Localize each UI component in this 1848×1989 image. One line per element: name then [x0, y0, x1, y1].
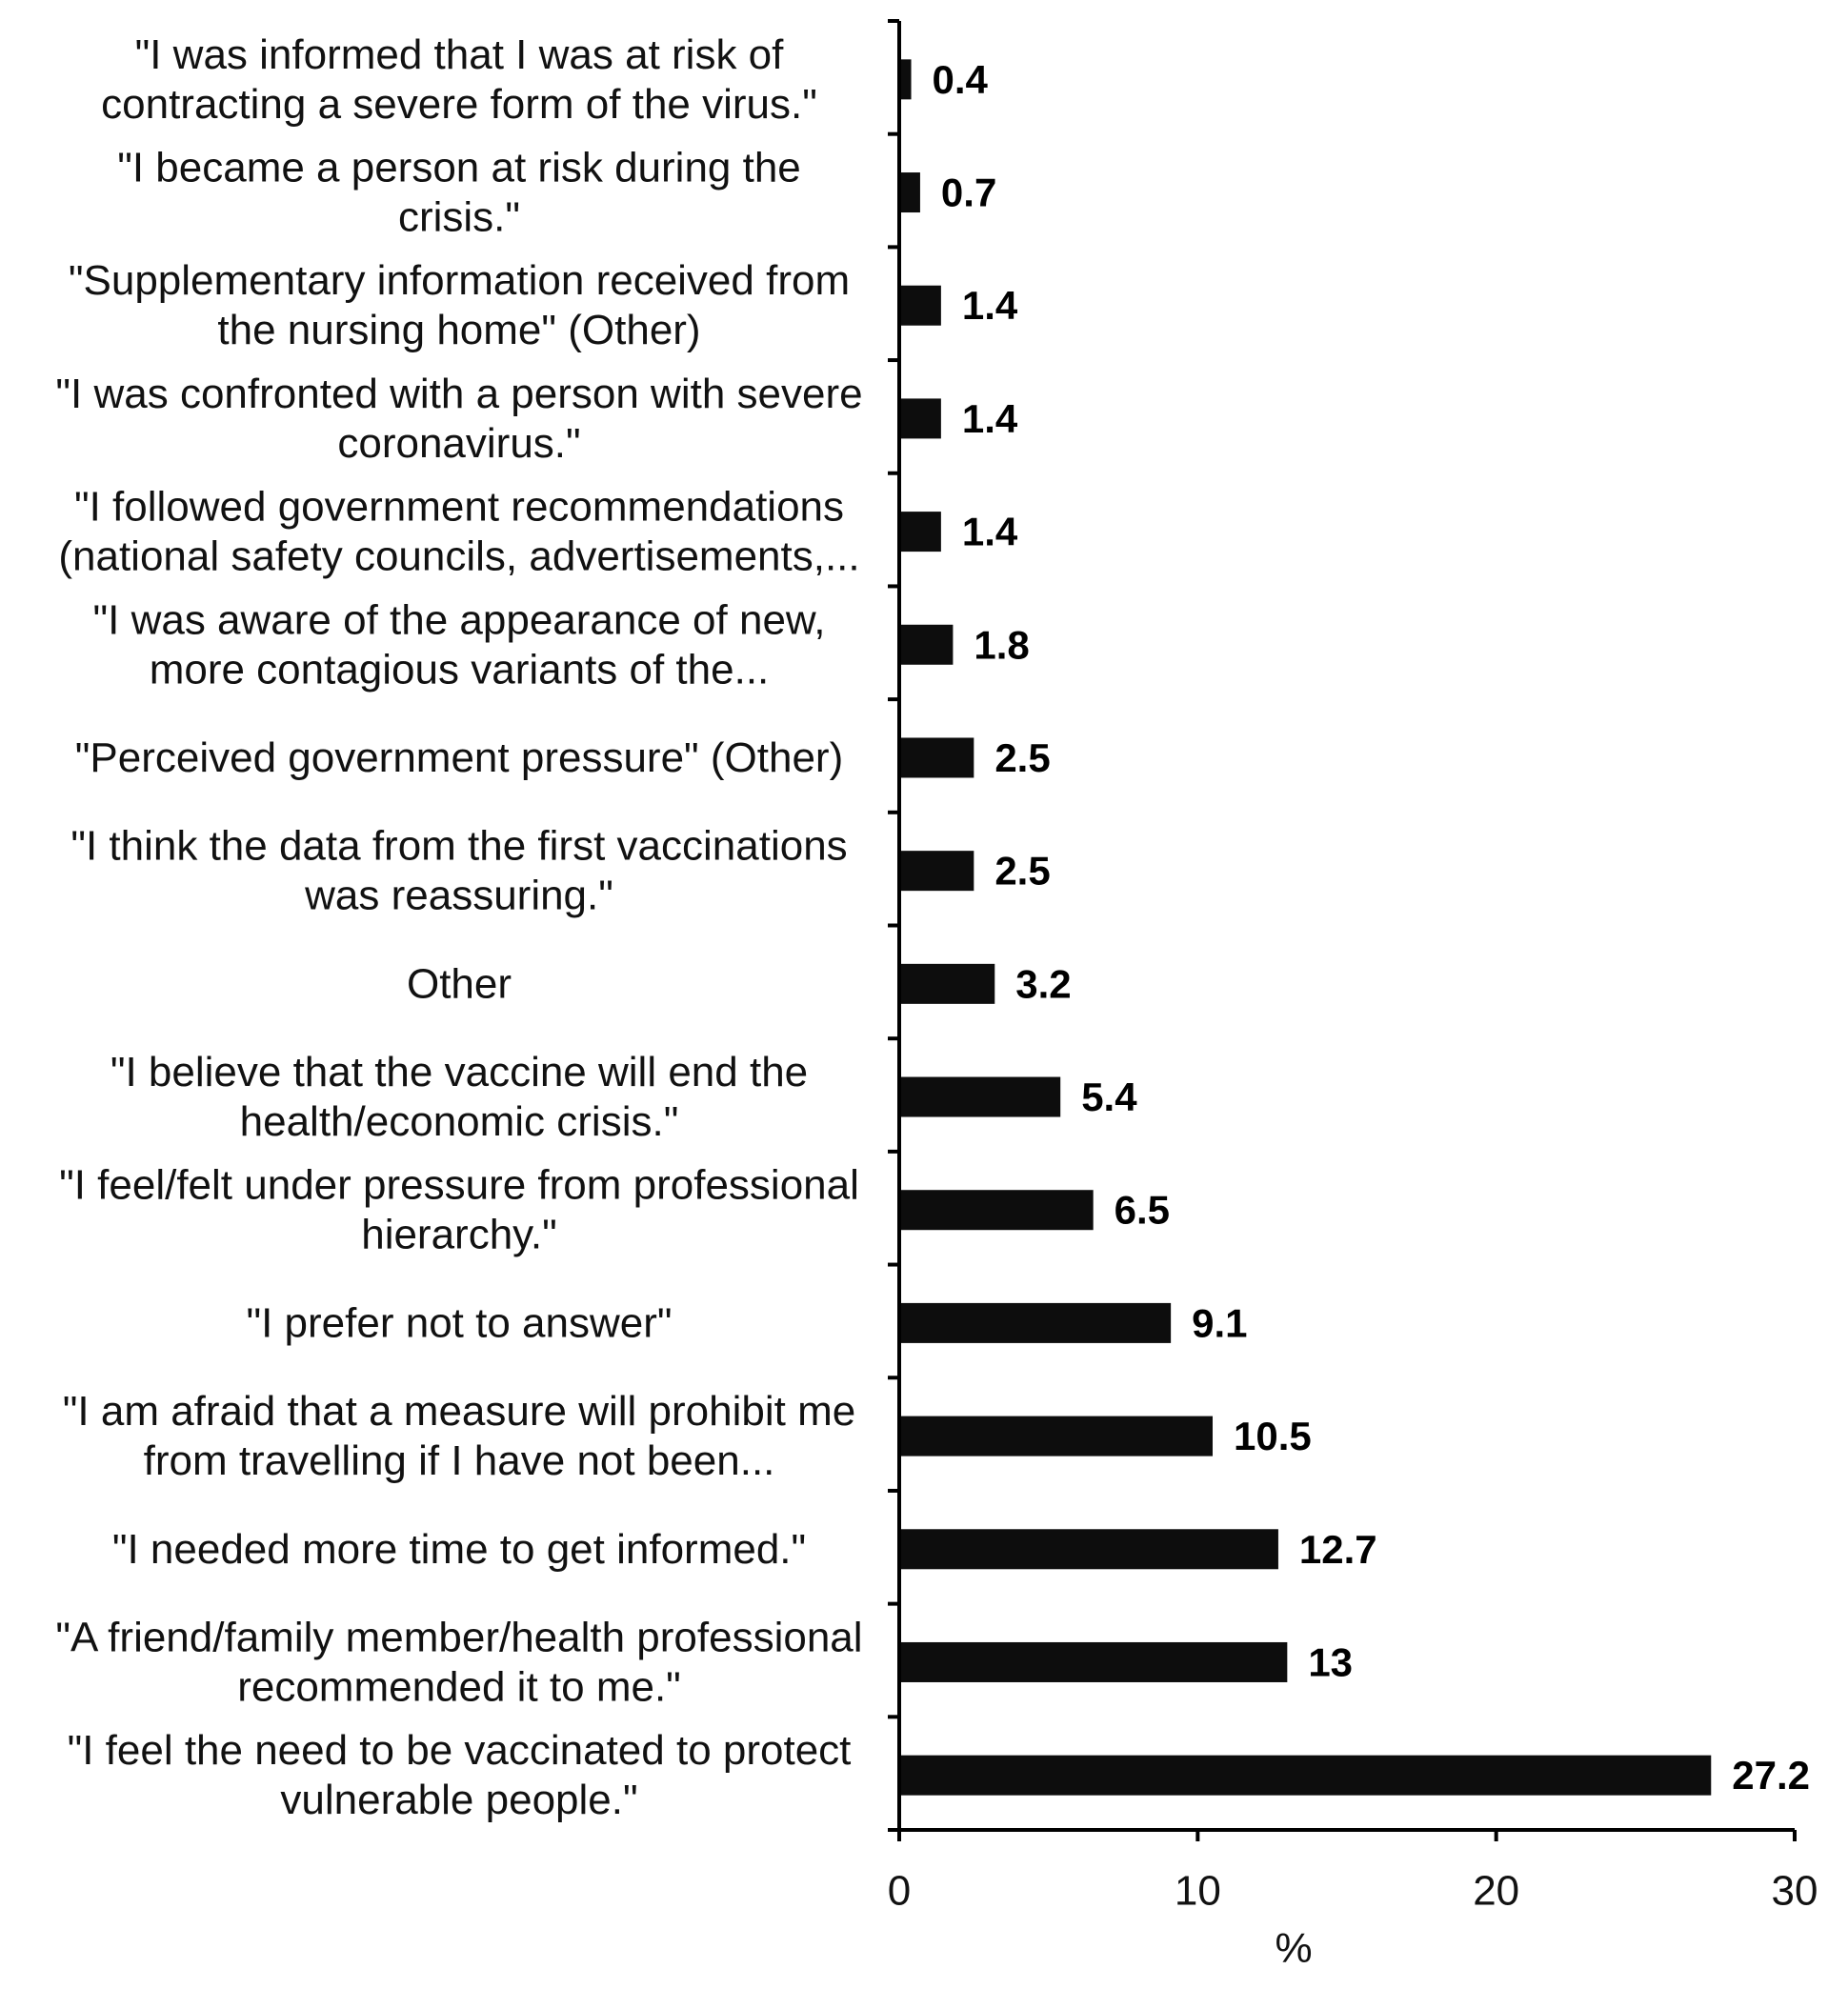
category-label: "I was confronted with a person with sev…	[55, 371, 862, 417]
bar	[899, 624, 954, 665]
category-label: "I was informed that I was at risk of	[135, 31, 785, 78]
bar	[899, 963, 995, 1004]
category-label: more contagious variants of the...	[150, 646, 770, 693]
category-label: the nursing home" (Other)	[217, 307, 700, 353]
x-axis-title: %	[1275, 1925, 1312, 1972]
bar	[899, 1416, 1213, 1457]
category-label: "I prefer not to answer"	[246, 1299, 672, 1346]
value-label: 12.7	[1299, 1527, 1377, 1572]
value-label: 3.2	[1015, 961, 1071, 1006]
category-label: hierarchy."	[361, 1212, 557, 1258]
bar	[899, 172, 920, 213]
value-label: 6.5	[1115, 1188, 1170, 1233]
category-label: "Perceived government pressure" (Other)	[75, 734, 843, 781]
bar	[899, 1190, 1094, 1231]
category-label: (national safety councils, advertisement…	[58, 533, 859, 580]
category-label: "I was aware of the appearance of new,	[93, 596, 826, 643]
category-label: Other	[407, 960, 512, 1007]
category-label: "I needed more time to get informed."	[112, 1526, 806, 1573]
category-label: "I believe that the vaccine will end the	[110, 1049, 808, 1095]
category-label: vulnerable people."	[280, 1777, 637, 1823]
value-label: 13	[1308, 1639, 1353, 1684]
category-label: was reassuring."	[304, 873, 613, 919]
value-labels: 0.4 0.7 1.4 1.4 1.4 1.8 2.5 2.5 3.2 5.4 6.5 9.1 10.5…	[933, 57, 1810, 1798]
x-tick-label: 10	[1175, 1868, 1221, 1915]
category-label: "I became a person at risk during the	[117, 145, 801, 191]
category-label: coronavirus."	[337, 420, 580, 467]
value-label: 1.4	[962, 396, 1018, 441]
x-tick-label: 20	[1473, 1868, 1519, 1915]
category-label: recommended it to me."	[237, 1663, 681, 1710]
bar	[899, 59, 912, 100]
category-label: crisis."	[398, 194, 520, 241]
value-label: 2.5	[994, 849, 1050, 894]
bar	[899, 851, 974, 892]
category-label: from travelling if I have not been...	[144, 1437, 775, 1484]
category-label: "I feel the need to be vaccinated to pro…	[68, 1727, 852, 1774]
category-label: health/economic crisis."	[240, 1098, 679, 1145]
bar	[899, 398, 941, 439]
x-tick-label: 0	[888, 1868, 911, 1915]
bar	[899, 737, 974, 778]
category-label: "A friend/family member/health professio…	[55, 1614, 862, 1660]
value-label: 9.1	[1192, 1300, 1247, 1345]
category-label: "I feel/felt under pressure from profess…	[59, 1162, 859, 1209]
value-label: 1.8	[974, 622, 1029, 667]
value-label: 1.4	[962, 510, 1018, 554]
bar	[899, 1529, 1278, 1570]
bar	[899, 1076, 1061, 1117]
axes: 0 10 20 30%	[888, 19, 1818, 1972]
value-label: 5.4	[1081, 1075, 1137, 1119]
category-label: "I think the data from the first vaccina…	[70, 823, 847, 870]
category-label: "Supplementary information received from	[69, 257, 850, 304]
bar	[899, 285, 941, 326]
category-label: "I am afraid that a measure will prohibi…	[63, 1388, 855, 1435]
value-label: 0.7	[941, 171, 996, 215]
value-label: 1.4	[962, 283, 1018, 328]
bars	[899, 59, 1712, 1796]
category-label: "I followed government recommendations	[74, 484, 844, 531]
value-label: 2.5	[994, 735, 1050, 780]
x-tick-label: 30	[1772, 1868, 1818, 1915]
bar	[899, 1755, 1712, 1796]
category-labels: "I was informed that I was at risk ofcon…	[55, 31, 862, 1823]
value-label: 10.5	[1234, 1414, 1312, 1458]
bar	[899, 512, 941, 552]
bar	[899, 1302, 1172, 1343]
value-label: 27.2	[1732, 1753, 1810, 1798]
category-label: contracting a severe form of the virus."	[101, 81, 817, 128]
value-label: 0.4	[933, 57, 989, 102]
bar	[899, 1641, 1288, 1682]
